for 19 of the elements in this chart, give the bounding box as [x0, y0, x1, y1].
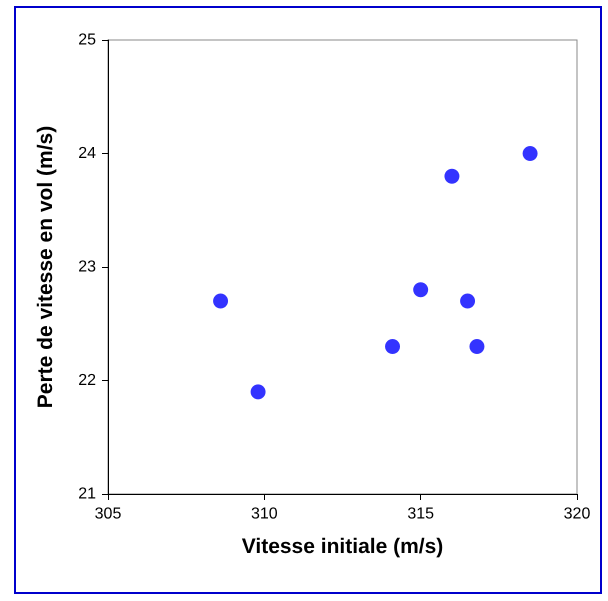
point: [385, 338, 400, 354]
point: [213, 294, 228, 309]
point: [444, 168, 460, 184]
y-tick-label: 25: [78, 32, 96, 48]
point: [469, 338, 484, 354]
x-tick-label: 320: [564, 506, 590, 522]
y-tick-label: 24: [78, 145, 96, 162]
point: [460, 294, 476, 309]
x-tick-label: 305: [94, 506, 122, 522]
point: [413, 282, 428, 298]
y-tick-label: 23: [78, 258, 96, 276]
x-axis-title: Vitesse initiale (m/s): [242, 535, 444, 558]
x-tick-label: 310: [250, 506, 278, 522]
point: [250, 384, 266, 400]
point: [522, 146, 538, 161]
y-tick-label: 22: [78, 372, 96, 389]
x-tick-label: 315: [407, 506, 434, 522]
y-axis-title: Perte de vitesse en vol (m/s): [34, 126, 57, 408]
y-tick-label: 21: [78, 486, 96, 502]
